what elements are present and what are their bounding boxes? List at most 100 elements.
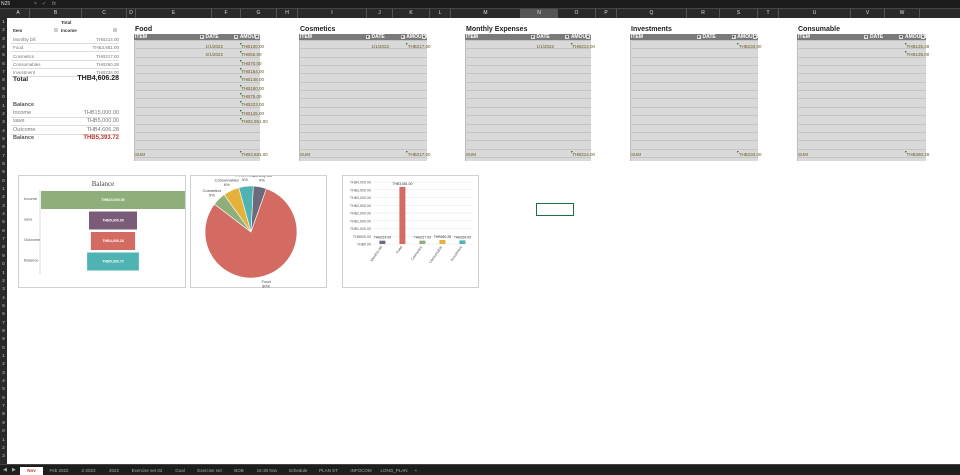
filter-dropdown-icon[interactable] [113, 28, 117, 32]
balance-chart[interactable]: Balance Income THB15,000.00 save THB5,000.00… [18, 175, 186, 288]
sheet-tab[interactable]: PLAN ST [319, 468, 338, 473]
filter-dropdown-icon[interactable]: ▾ [753, 34, 757, 39]
row-header[interactable]: 8 [2, 327, 5, 333]
amount-cell[interactable]: THB217.00 [407, 44, 431, 49]
row-header[interactable]: 8 [2, 411, 5, 417]
row-header[interactable]: 0 [2, 428, 5, 434]
row-header[interactable]: 0 [2, 177, 5, 183]
row-header[interactable]: 2 [2, 361, 5, 367]
filter-dropdown-icon[interactable]: ▾ [365, 34, 370, 39]
column-header-k[interactable]: K [393, 9, 430, 18]
sheet-tab[interactable]: 2022 [108, 468, 119, 473]
column-header-d[interactable]: D [127, 9, 136, 18]
sheet-tab[interactable]: 2-2023 [81, 468, 96, 473]
row-header[interactable]: 1 [2, 102, 5, 108]
row-header[interactable]: 7 [2, 152, 5, 158]
sheet-tab[interactable]: Exercise set 02 [131, 468, 163, 473]
row-header[interactable]: 3 [2, 202, 5, 208]
row-header[interactable]: 9 [2, 169, 5, 175]
column-header-s[interactable]: S [720, 9, 758, 18]
sheet-tab[interactable]: BOB [234, 468, 244, 473]
row-header[interactable]: 3 [2, 35, 5, 41]
filter-dropdown-icon[interactable]: ▾ [400, 34, 405, 39]
row-header[interactable]: 2 [2, 194, 5, 200]
amount-cell[interactable]: THB70.00 [241, 60, 262, 66]
filter-dropdown-icon[interactable]: ▾ [696, 34, 701, 39]
date-cell[interactable]: 1/1/2022 [371, 44, 390, 49]
amount-cell[interactable]: THB180.00 [241, 85, 265, 91]
column-header-e[interactable]: E [136, 9, 212, 18]
date-cell[interactable]: 1/1/2022 [205, 44, 224, 49]
worksheet[interactable]: Total Item Income Monthly bill THB214.00 F… [7, 18, 960, 464]
expense-pie-chart[interactable]: Monthly bill4%Food80%Cosmetics5%Consumab… [190, 172, 327, 288]
column-header-b[interactable]: B [30, 9, 82, 18]
row-header[interactable]: 7 [2, 236, 5, 242]
row-header[interactable]: 4 [2, 211, 5, 217]
column-header-f[interactable]: F [212, 9, 241, 18]
amount-cell[interactable]: THB234.00 [738, 44, 762, 49]
sheet-tab[interactable]: Exercise set [197, 468, 222, 473]
filter-dropdown-icon[interactable] [54, 28, 58, 32]
row-header[interactable]: 3 [2, 369, 5, 375]
row-header[interactable]: 0 [2, 94, 5, 100]
amount-cell[interactable]: THB125.28 [906, 44, 930, 49]
amount-cell[interactable]: THB100.00 [241, 44, 265, 49]
column-header-j[interactable]: J [367, 9, 393, 18]
sheet-tab[interactable]: LONG_PLAN [380, 468, 408, 473]
sheet-tab[interactable]: 15-30 Nov [256, 468, 278, 473]
row-header[interactable]: 2 [2, 444, 5, 450]
date-cell[interactable]: 1/1/2022 [536, 44, 555, 49]
filter-dropdown-icon[interactable]: ▾ [199, 34, 204, 39]
row-header[interactable]: 8 [2, 160, 5, 166]
column-header-n[interactable]: N [521, 9, 558, 18]
amount-cell[interactable]: THB154.00 [241, 69, 265, 75]
sheet-tab[interactable]: Nov [20, 467, 43, 475]
column-header-m[interactable]: M [451, 9, 521, 18]
row-header[interactable]: 7 [2, 319, 5, 325]
row-header[interactable]: 9 [2, 336, 5, 342]
filter-dropdown-icon[interactable]: ▾ [234, 34, 239, 39]
function-icon[interactable]: fx [52, 1, 56, 7]
cancel-icon[interactable]: × [34, 1, 37, 7]
sheet-tab[interactable]: + [414, 468, 418, 473]
amount-cell[interactable]: THB214.00 [572, 44, 596, 49]
row-header[interactable]: 7 [2, 403, 5, 409]
row-header[interactable]: 6 [2, 227, 5, 233]
column-header-w[interactable]: W [885, 9, 920, 18]
column-header-c[interactable]: C [82, 9, 127, 18]
amount-cell[interactable]: THB148.00 [241, 77, 265, 83]
row-header[interactable]: 1 [2, 436, 5, 442]
sheet-tab[interactable]: INFOCOM [350, 468, 372, 473]
column-header-q[interactable]: Q [617, 9, 687, 18]
next-sheet-icon[interactable]: ▶ [12, 467, 16, 473]
row-header[interactable]: 2 [2, 110, 5, 116]
row-header[interactable]: 8 [2, 77, 5, 83]
amount-cell[interactable]: THB135.00 [906, 52, 930, 58]
amount-cell[interactable]: THB75.00 [241, 94, 262, 100]
column-header-t[interactable]: T [758, 9, 779, 18]
row-header[interactable]: 3 [2, 453, 5, 459]
row-header[interactable]: 5 [2, 302, 5, 308]
row-header[interactable]: 2 [2, 27, 5, 33]
row-header[interactable]: 9 [2, 85, 5, 91]
row-header[interactable]: 9 [2, 419, 5, 425]
column-header-i[interactable]: I [298, 9, 367, 18]
row-header[interactable]: 6 [2, 394, 5, 400]
row-header[interactable]: 4 [2, 44, 5, 50]
sheet-tab[interactable]: Feb 2022 [49, 468, 69, 473]
column-header-o[interactable]: O [558, 9, 596, 18]
row-header[interactable]: 6 [2, 311, 5, 317]
amount-cell[interactable]: THB223.00 [241, 102, 265, 108]
row-header[interactable]: 5 [2, 219, 5, 225]
name-box[interactable]: N25 [1, 1, 11, 7]
row-header[interactable]: 4 [2, 378, 5, 384]
filter-dropdown-icon[interactable]: ▾ [255, 34, 259, 39]
row-header[interactable]: 5 [2, 135, 5, 141]
filter-dropdown-icon[interactable]: ▾ [731, 34, 736, 39]
column-header-v[interactable]: V [851, 9, 885, 18]
row-header[interactable]: 9 [2, 252, 5, 258]
expense-bar-chart[interactable]: THB4,000.00 THB3,500.00 THB3,000.00 THB2,50… [342, 175, 479, 288]
column-header-l[interactable]: L [430, 9, 451, 18]
row-header[interactable]: 5 [2, 52, 5, 58]
row-header[interactable]: 4 [2, 294, 5, 300]
